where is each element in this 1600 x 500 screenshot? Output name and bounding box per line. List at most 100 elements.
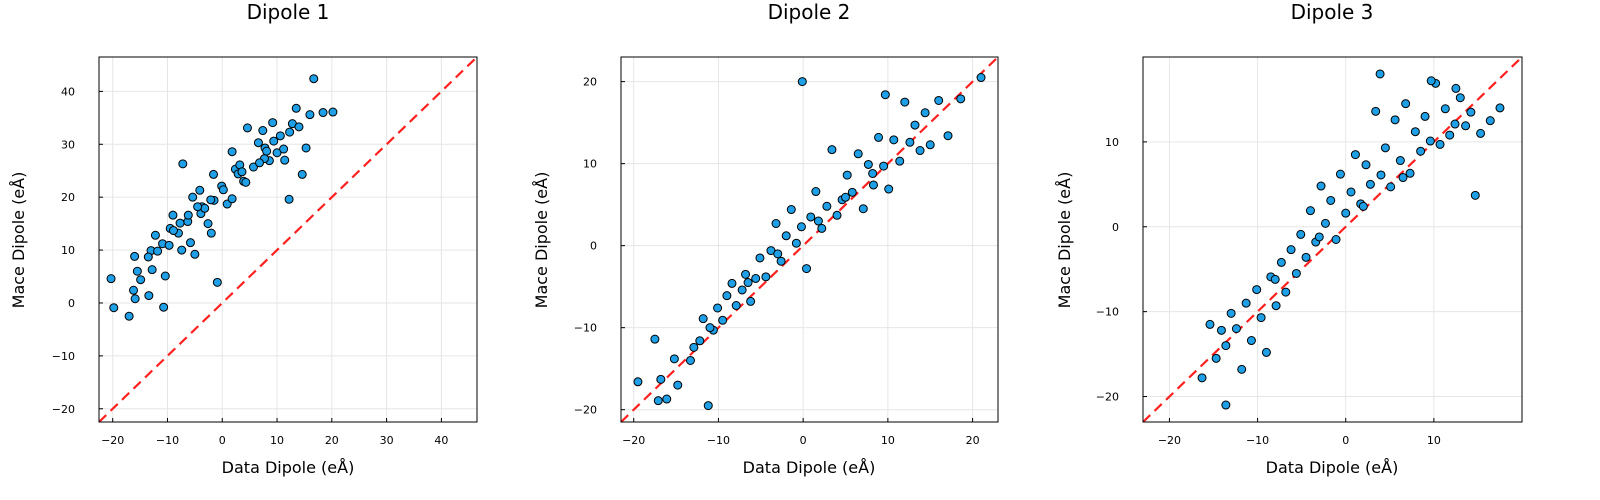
data-point <box>160 271 170 281</box>
data-point <box>1398 173 1408 183</box>
data-point <box>943 131 953 141</box>
data-point <box>791 238 801 248</box>
data-point <box>776 256 786 266</box>
identity-line <box>99 57 477 422</box>
data-point <box>258 126 268 136</box>
y-tick-label: −20 <box>52 403 75 416</box>
panel-dipole-1: Dipole 1 −20 −10 0 10 20 30 40−20−10010203040 … <box>9 0 478 477</box>
x-axis-label: Data Dipole (eÅ) <box>222 458 355 477</box>
data-point <box>1426 76 1436 86</box>
grid <box>1143 57 1522 422</box>
data-point <box>905 137 915 147</box>
data-point <box>280 155 290 165</box>
data-point <box>773 249 783 259</box>
data-point <box>318 108 328 118</box>
data-point <box>297 169 307 179</box>
data-point <box>895 156 905 166</box>
data-point <box>1335 169 1345 179</box>
data-point <box>136 275 146 285</box>
data-point <box>1376 170 1386 180</box>
data-point <box>900 97 910 107</box>
data-point <box>169 226 179 236</box>
data-point <box>208 169 218 179</box>
data-point <box>218 185 228 195</box>
data-point <box>1241 298 1251 308</box>
data-point <box>656 374 666 384</box>
data-point <box>653 396 663 406</box>
data-point <box>237 167 247 177</box>
grid <box>99 57 477 422</box>
data-point <box>1361 160 1371 170</box>
data-point <box>811 187 821 197</box>
y-tick-label: 10 <box>61 244 75 257</box>
panel-dipole-3: Dipole 3 −20 −10 0 10 −20 −10 0 10 Data Dipole … <box>1055 0 1523 477</box>
data-point <box>132 266 142 276</box>
data-point <box>853 149 863 159</box>
data-point <box>188 192 198 202</box>
x-tick-label: −20 <box>1158 434 1181 447</box>
data-point <box>130 294 140 304</box>
data-point <box>1237 364 1247 374</box>
x-tick-label: −20 <box>622 434 645 447</box>
data-point <box>294 122 304 132</box>
tick-labels: −20 −10 0 10 20 30 40 −20 −10 0 10 20 30 40 <box>52 85 449 447</box>
y-tick-label: 0 <box>590 240 597 253</box>
data-point <box>1461 121 1471 131</box>
data-point <box>227 194 237 204</box>
data-point <box>1425 136 1435 146</box>
data-point <box>284 194 294 204</box>
data-point <box>889 135 899 145</box>
data-point <box>806 212 816 222</box>
y-tick-label: −10 <box>52 350 75 363</box>
data-point <box>731 301 741 311</box>
data-point <box>255 158 265 168</box>
data-point <box>1276 257 1286 267</box>
data-point <box>183 210 193 220</box>
x-tick-label: 0 <box>800 434 807 447</box>
y-tick-label: 10 <box>1105 136 1119 149</box>
data-point <box>1281 287 1291 297</box>
data-point <box>796 222 806 232</box>
data-point <box>1451 83 1461 93</box>
data-point <box>858 204 868 214</box>
data-point <box>1197 373 1207 383</box>
data-point <box>761 272 771 282</box>
data-point <box>269 136 279 146</box>
y-tick-label: −20 <box>574 404 597 417</box>
x-tick-label: 40 <box>434 434 448 447</box>
data-point <box>915 146 925 156</box>
data-point <box>262 146 272 156</box>
data-point <box>1301 252 1311 262</box>
data-point <box>285 127 295 137</box>
data-point <box>703 401 713 411</box>
data-point <box>689 342 699 352</box>
data-point <box>718 315 728 325</box>
data-point <box>168 210 178 220</box>
data-point <box>1371 106 1381 116</box>
data-point <box>190 249 200 259</box>
y-axis-label: Mace Dipole (eÅ) <box>1055 172 1074 309</box>
grid <box>621 57 998 422</box>
data-point <box>910 120 920 130</box>
data-point <box>1270 274 1280 284</box>
data-point <box>705 323 715 333</box>
data-point <box>1350 150 1360 160</box>
data-point <box>685 355 695 365</box>
data-point <box>976 73 986 83</box>
x-tick-label: 10 <box>881 434 895 447</box>
data-point <box>1485 116 1495 126</box>
data-point <box>771 219 781 229</box>
data-point <box>669 354 679 364</box>
chart-title: Dipole 2 <box>768 0 851 24</box>
data-point <box>633 377 643 387</box>
data-point <box>1365 179 1375 189</box>
data-point <box>1252 285 1262 295</box>
chart-title: Dipole 1 <box>247 0 330 24</box>
data-point <box>150 230 160 240</box>
plot-frame <box>98 56 478 423</box>
data-point <box>1261 347 1271 357</box>
data-point <box>1395 156 1405 166</box>
x-tick-label: 0 <box>1342 434 1349 447</box>
x-tick-label: 30 <box>380 434 394 447</box>
data-point <box>206 228 216 238</box>
